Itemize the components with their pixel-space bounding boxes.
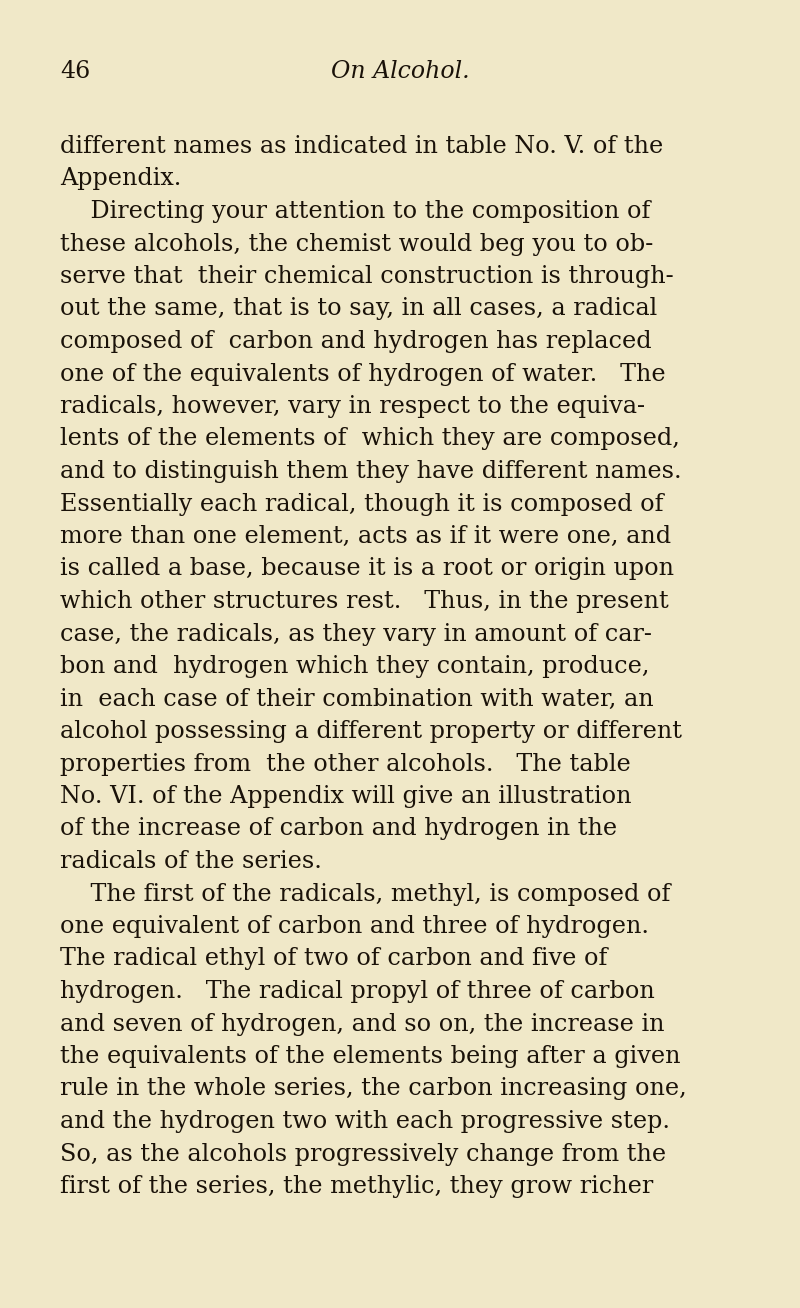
Text: bon and  hydrogen which they contain, produce,: bon and hydrogen which they contain, pro… <box>60 655 650 678</box>
Text: So, as the alcohols progressively change from the: So, as the alcohols progressively change… <box>60 1142 666 1165</box>
Text: Directing your attention to the composition of: Directing your attention to the composit… <box>60 200 650 222</box>
Text: serve that  their chemical construction is through-: serve that their chemical construction i… <box>60 266 674 288</box>
Text: radicals of the series.: radicals of the series. <box>60 850 322 872</box>
Text: in  each case of their combination with water, an: in each case of their combination with w… <box>60 688 654 710</box>
Text: Essentially each radical, though it is composed of: Essentially each radical, though it is c… <box>60 493 663 515</box>
Text: first of the series, the methylic, they grow richer: first of the series, the methylic, they … <box>60 1175 654 1198</box>
Text: and the hydrogen two with each progressive step.: and the hydrogen two with each progressi… <box>60 1110 670 1133</box>
Text: radicals, however, vary in respect to the equiva-: radicals, however, vary in respect to th… <box>60 395 645 419</box>
Text: case, the radicals, as they vary in amount of car-: case, the radicals, as they vary in amou… <box>60 623 652 646</box>
Text: The first of the radicals, methyl, is composed of: The first of the radicals, methyl, is co… <box>60 883 670 905</box>
Text: alcohol possessing a different property or different: alcohol possessing a different property … <box>60 719 682 743</box>
Text: these alcohols, the chemist would beg you to ob-: these alcohols, the chemist would beg yo… <box>60 233 654 255</box>
Text: different names as indicated in table No. V. of the: different names as indicated in table No… <box>60 135 663 158</box>
Text: and seven of hydrogen, and so on, the increase in: and seven of hydrogen, and so on, the in… <box>60 1012 665 1036</box>
Text: lents of the elements of  which they are composed,: lents of the elements of which they are … <box>60 428 680 450</box>
Text: Appendix.: Appendix. <box>60 167 182 191</box>
Text: one of the equivalents of hydrogen of water.   The: one of the equivalents of hydrogen of wa… <box>60 362 666 386</box>
Text: hydrogen.   The radical propyl of three of carbon: hydrogen. The radical propyl of three of… <box>60 980 654 1003</box>
Text: of the increase of carbon and hydrogen in the: of the increase of carbon and hydrogen i… <box>60 818 617 841</box>
Text: and to distinguish them they have different names.: and to distinguish them they have differ… <box>60 460 682 483</box>
Text: rule in the whole series, the carbon increasing one,: rule in the whole series, the carbon inc… <box>60 1078 686 1100</box>
Text: composed of  carbon and hydrogen has replaced: composed of carbon and hydrogen has repl… <box>60 330 652 353</box>
Text: more than one element, acts as if it were one, and: more than one element, acts as if it wer… <box>60 525 671 548</box>
Text: No. VI. of the Appendix will give an illustration: No. VI. of the Appendix will give an ill… <box>60 785 631 808</box>
Text: which other structures rest.   Thus, in the present: which other structures rest. Thus, in th… <box>60 590 669 613</box>
Text: out the same, that is to say, in all cases, a radical: out the same, that is to say, in all cas… <box>60 297 658 320</box>
Text: 46: 46 <box>60 60 90 84</box>
Text: On Alcohol.: On Alcohol. <box>330 60 470 84</box>
Text: is called a base, because it is a root or origin upon: is called a base, because it is a root o… <box>60 557 674 581</box>
Text: one equivalent of carbon and three of hydrogen.: one equivalent of carbon and three of hy… <box>60 916 649 938</box>
Text: The radical ethyl of two of carbon and five of: The radical ethyl of two of carbon and f… <box>60 947 607 971</box>
Text: properties from  the other alcohols.   The table: properties from the other alcohols. The … <box>60 752 630 776</box>
Text: the equivalents of the elements being after a given: the equivalents of the elements being af… <box>60 1045 681 1069</box>
